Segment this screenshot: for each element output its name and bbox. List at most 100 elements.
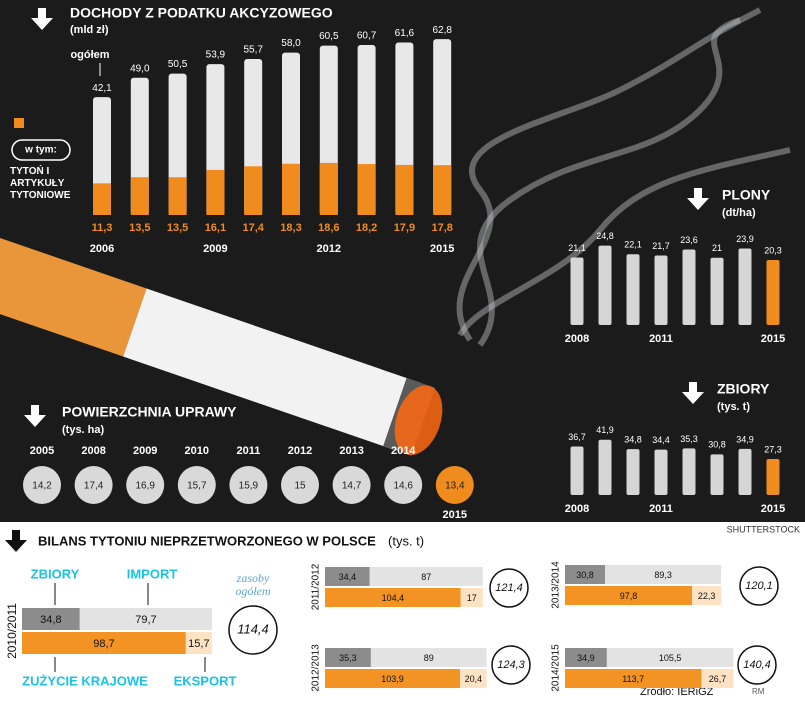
segment (22, 632, 186, 654)
segment (79, 608, 213, 630)
total-label: 121,4 (495, 582, 523, 594)
x-tick-label: 2010 (185, 445, 209, 457)
value-label: 61,6 (395, 28, 415, 39)
bar-tobacco (395, 164, 414, 215)
value-label: 21,7 (652, 241, 670, 251)
value-label: 62,8 (432, 25, 452, 36)
chart-subtitle: (tys. ha) (62, 424, 105, 436)
bar (766, 458, 780, 495)
value-label: 34,8 (624, 434, 642, 444)
segment-label: 113,7 (622, 674, 644, 684)
bar-tobacco (433, 165, 452, 215)
segment-label: 103,9 (381, 674, 404, 684)
bar-tobacco (93, 183, 111, 215)
total-circle (491, 645, 531, 685)
value-label: 14,2 (32, 481, 52, 492)
segment-label: 34,8 (40, 614, 61, 626)
segment (565, 565, 606, 584)
x-tick-label: 2008 (81, 445, 105, 457)
total-circle (489, 568, 529, 608)
value-label: 23,9 (736, 234, 754, 244)
segment-label: 35,3 (339, 653, 357, 663)
author: RM (752, 687, 765, 696)
x-tick-label: 2005 (30, 445, 54, 457)
value-circle (229, 466, 268, 504)
value-label: 17,8 (431, 222, 452, 234)
value-label: 15 (294, 481, 306, 492)
chart-subtitle: (dt/ha) (722, 207, 756, 219)
segment-label: 22,3 (698, 591, 716, 601)
value-label: 20,3 (764, 245, 782, 255)
bar (626, 449, 640, 495)
value-label: 14,6 (393, 481, 413, 492)
bar (654, 449, 668, 495)
total-label: 124,3 (497, 659, 525, 671)
series-label: ZBIORY (31, 566, 80, 581)
bar-tobacco (319, 162, 338, 215)
value-label: 15,7 (187, 481, 207, 492)
segment (565, 669, 702, 688)
bar-tobacco (130, 177, 149, 215)
bar (710, 257, 724, 325)
segment-label: 89 (424, 653, 434, 663)
x-tick-label: 2012 (317, 243, 341, 255)
value-circle (74, 466, 113, 504)
value-label: 17,9 (394, 222, 415, 234)
segment (22, 608, 80, 630)
x-tick-label: 2015 (761, 503, 785, 515)
chart-subtitle: (tys. t) (717, 401, 750, 413)
total-label: 114,4 (237, 621, 269, 636)
segment-label: 89,3 (654, 570, 672, 580)
value-label: 16,9 (135, 481, 155, 492)
bar (626, 254, 640, 325)
value-label: 21,1 (568, 243, 586, 253)
segment (606, 648, 734, 667)
series-label: IMPORT (127, 566, 178, 581)
credit: SHUTTERSTOCK (727, 524, 800, 534)
value-label: 22,1 (624, 240, 642, 250)
bar (598, 439, 612, 495)
chart-title: ZBIORY (717, 381, 770, 397)
value-label: 60,7 (357, 31, 377, 42)
segment (185, 632, 212, 654)
chart-subtitle: (tys. t) (388, 533, 424, 548)
bar (766, 260, 780, 325)
value-circle (177, 466, 216, 504)
value-label: 13,4 (445, 481, 465, 492)
value-label: 58,0 (281, 38, 301, 49)
x-tick-label: 2012 (288, 445, 312, 457)
segment-label: 98,7 (93, 638, 114, 650)
segment-label: 26,7 (709, 674, 727, 684)
total-circle (228, 605, 278, 655)
value-label: 14,7 (342, 481, 362, 492)
value-label: 35,3 (680, 434, 698, 444)
x-tick-label: 2008 (565, 333, 589, 345)
source: Źródło: IERiGŻ (640, 685, 714, 698)
segment (460, 588, 483, 607)
chart-title: BILANS TYTONIU NIEPRZETWORZONEGO W POLSC… (38, 533, 376, 548)
period-label: 2014/2015 (551, 644, 562, 692)
segment (325, 588, 461, 607)
total-label: 120,1 (745, 580, 773, 592)
value-label: 60,5 (319, 31, 339, 42)
segment-label: 17 (467, 593, 477, 603)
chart-title: POWIERZCHNIA UPRAWY (62, 404, 237, 420)
value-label: 18,3 (280, 222, 301, 234)
value-label: 18,6 (318, 222, 339, 234)
legend-swatch (14, 118, 24, 128)
x-tick-label: 2015 (430, 243, 454, 255)
chart-title: PLONY (722, 187, 771, 203)
value-label: 21 (712, 243, 722, 253)
value-circle (435, 466, 474, 504)
cigarette (0, 231, 443, 456)
period-label: 2010/2011 (5, 603, 19, 659)
x-tick-label: 2011 (649, 503, 673, 515)
segment (565, 586, 693, 605)
bar (682, 448, 696, 495)
arrow-icons (5, 8, 709, 552)
smoke (456, 7, 791, 347)
segment (370, 648, 487, 667)
value-label: 30,8 (708, 440, 726, 450)
